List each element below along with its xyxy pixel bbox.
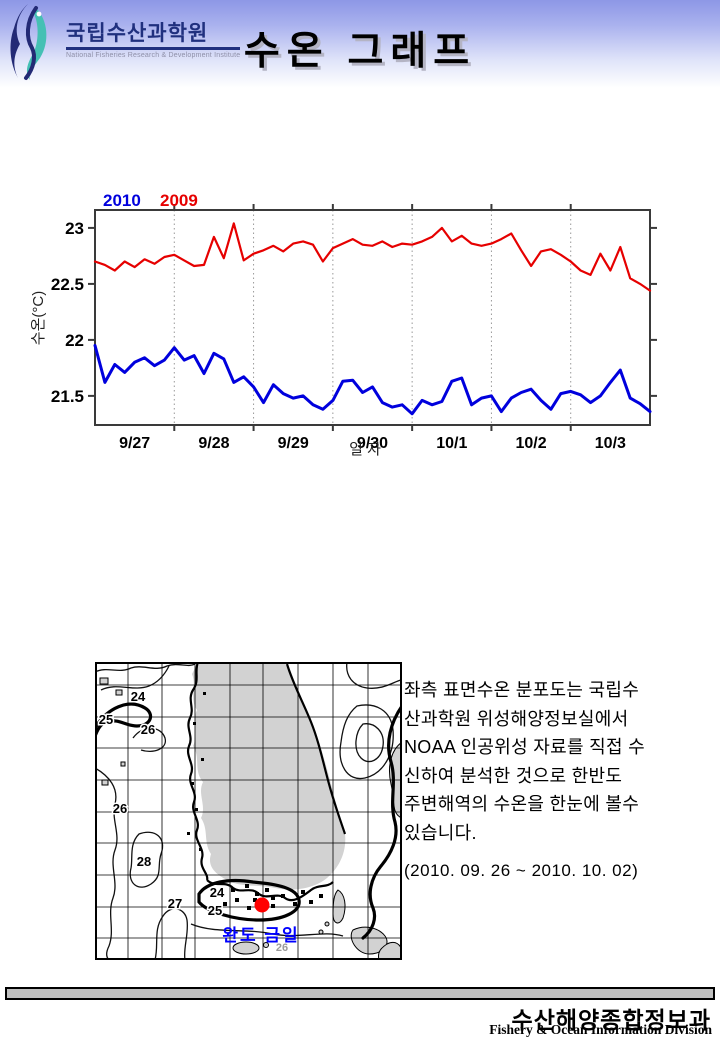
x-axis-label: 일 자 <box>349 441 381 458</box>
contour-lines-thick <box>95 702 402 940</box>
x-tick-label: 10/2 <box>516 435 547 452</box>
description-line: 산과학원 위성해양정보실에서 <box>404 708 629 729</box>
contour-label-27: 27 <box>168 896 182 911</box>
x-tick-label: 10/3 <box>595 435 626 452</box>
x-tick-label: 9/30 <box>357 435 388 452</box>
y-tick-label: 21.5 <box>51 387 84 406</box>
contour-label-faint-26: 26 <box>276 942 288 954</box>
description-line: 주변해역의 수온을 한눈에 볼수 <box>404 794 640 814</box>
islands <box>187 692 323 910</box>
chart-line-2009 <box>93 222 652 292</box>
logo-text: 국립수산과학원 National Fisheries Research & De… <box>66 22 241 59</box>
description-line: 신하여 분석한 것으로 한반도 <box>404 765 623 786</box>
page-title: 수온 그래프 <box>243 30 477 73</box>
contour-label-28: 28 <box>137 854 151 869</box>
division-name-korean: 수산해양종합정보과 <box>511 1007 711 1033</box>
chart-line-2010 <box>93 344 652 416</box>
sst-map: 24 25 26 26 28 27 25 24 26 완도 금일 <box>95 662 402 960</box>
y-tick-label: 22 <box>65 331 84 350</box>
y-tick-label: 23 <box>65 219 84 238</box>
legend-2010: 2010 <box>103 191 141 210</box>
legend-2009: 2009 <box>160 191 198 210</box>
map-border <box>95 662 402 960</box>
contour-label-25: 25 <box>99 712 113 727</box>
org-subtitle: National Fisheries Research & Developmen… <box>66 52 241 59</box>
org-name: 국립수산과학원 <box>66 22 241 50</box>
description-line: NOAA 인공위성 자료를 직접 수 <box>404 737 646 757</box>
description-line: 좌측 표면수온 분포도는 국립수 <box>404 680 640 700</box>
contour-lines-thin <box>95 662 402 960</box>
contour-label-25b: 25 <box>208 903 222 918</box>
description-text: 좌측 표면수온 분포도는 국립수 산과학원 위성해양정보실에서 NOAA 인공위… <box>404 676 720 881</box>
x-tick-label: 10/1 <box>436 435 467 452</box>
contour-label-26: 26 <box>141 722 155 737</box>
header-banner: 국립수산과학원 National Fisheries Research & De… <box>0 0 720 88</box>
contour-label-24: 24 <box>131 689 146 704</box>
map-grid <box>95 662 402 960</box>
footer-divider-bar <box>5 987 715 1000</box>
date-range: (2010. 09. 26 ~ 2010. 10. 02) <box>404 861 639 880</box>
y-axis-label: 수온(°C) <box>30 291 47 345</box>
x-tick-label: 9/27 <box>119 435 150 452</box>
nfrdi-logo: 국립수산과학원 National Fisheries Research & De… <box>6 2 241 82</box>
station-label: 완도 금일 <box>222 926 299 945</box>
sst-map-svg: 24 25 26 26 28 27 25 24 26 완도 금일 <box>95 662 402 960</box>
division-name-english: Fishery & Ocean Information Division <box>489 1022 712 1037</box>
station-marker <box>254 897 270 913</box>
temperature-chart: 23 22.5 22 21.5 9/27 9/28 9/29 9/30 10/1 10/2 10/3… <box>25 190 665 465</box>
x-tick-label: 9/29 <box>278 435 309 452</box>
plot-frame <box>94 209 651 426</box>
y-tick-label: 22.5 <box>51 275 84 294</box>
fish-logo-icon <box>10 4 47 80</box>
contour-label-24b: 24 <box>210 885 225 900</box>
temperature-chart-svg: 23 22.5 22 21.5 9/27 9/28 9/29 9/30 10/1 10/2 10/3… <box>30 191 657 458</box>
contour-label-26b: 26 <box>113 801 127 816</box>
x-tick-label: 9/28 <box>198 435 229 452</box>
description-line: 있습니다. <box>404 822 477 843</box>
